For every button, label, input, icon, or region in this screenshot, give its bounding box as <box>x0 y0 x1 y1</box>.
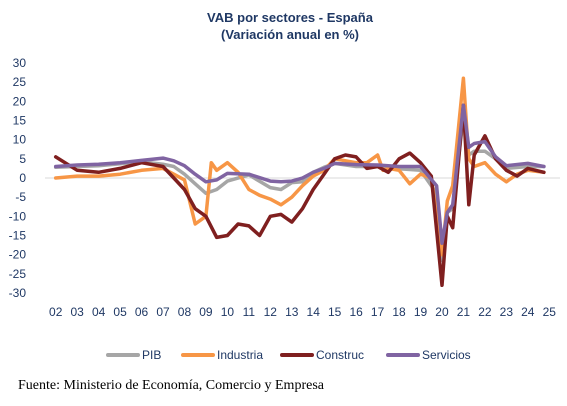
y-tick-label: 10 <box>13 133 27 147</box>
x-tick-label: 14 <box>307 305 321 319</box>
legend-label-industria: Industria <box>217 348 263 362</box>
chart-title: VAB por sectores - España <box>207 10 374 25</box>
x-tick-label: 20 <box>435 305 449 319</box>
x-tick-label: 17 <box>371 305 385 319</box>
x-axis-ticks: 02 03 04 05 06 07 08 09 10 11 12 13 14 15 16 17 18 19 20 21… <box>49 305 556 319</box>
chart-subtitle: (Variación anual en %) <box>221 27 359 42</box>
y-tick-label: -10 <box>9 209 27 223</box>
y-tick-label: 5 <box>19 152 26 166</box>
x-tick-label: 06 <box>135 305 149 319</box>
y-tick-label: 0 <box>19 171 26 185</box>
x-tick-label: 18 <box>392 305 406 319</box>
y-tick-label: 30 <box>13 56 27 70</box>
x-tick-label: 21 <box>457 305 471 319</box>
x-tick-label: 25 <box>543 305 557 319</box>
x-tick-label: 19 <box>414 305 428 319</box>
legend-label-pib: PIB <box>142 348 161 362</box>
legend-label-construc: Construc <box>316 348 364 362</box>
x-tick-label: 03 <box>71 305 85 319</box>
legend-label-servicios: Servicios <box>422 348 471 362</box>
source-note: Fuente: Ministerio de Economía, Comercio… <box>18 378 324 393</box>
y-tick-label: -20 <box>9 248 27 262</box>
series-lines <box>53 76 546 288</box>
x-tick-label: 09 <box>199 305 213 319</box>
series-line-construc <box>53 103 546 288</box>
chart-svg: VAB por sectores - España (Variación anu… <box>9 10 560 362</box>
legend: PIB Industria Construc Servicios <box>106 348 471 362</box>
x-tick-label: 13 <box>285 305 299 319</box>
x-tick-label: 16 <box>349 305 363 319</box>
x-tick-label: 04 <box>92 305 106 319</box>
x-tick-label: 22 <box>478 305 492 319</box>
y-tick-label: 25 <box>13 75 27 89</box>
x-tick-label: 24 <box>521 305 535 319</box>
x-tick-label: 12 <box>264 305 278 319</box>
y-axis-ticks: -30 -25 -20 -15 -10 -5 0 5 10 15 20 25 30 <box>9 56 27 300</box>
y-tick-label: -30 <box>9 286 27 300</box>
x-tick-label: 10 <box>221 305 235 319</box>
x-tick-label: 07 <box>156 305 170 319</box>
y-tick-label: -15 <box>9 229 27 243</box>
chart: VAB por sectores - España (Variación anu… <box>9 10 560 362</box>
y-tick-label: 20 <box>13 94 27 108</box>
x-tick-label: 15 <box>328 305 342 319</box>
x-tick-label: 02 <box>49 305 63 319</box>
series-line-servicios <box>53 103 546 245</box>
x-tick-label: 08 <box>178 305 192 319</box>
y-tick-label: -5 <box>15 190 26 204</box>
x-tick-label: 23 <box>500 305 514 319</box>
x-tick-label: 11 <box>243 305 256 319</box>
y-tick-label: -25 <box>9 267 27 281</box>
x-tick-label: 05 <box>113 305 127 319</box>
y-tick-label: 15 <box>13 114 27 128</box>
